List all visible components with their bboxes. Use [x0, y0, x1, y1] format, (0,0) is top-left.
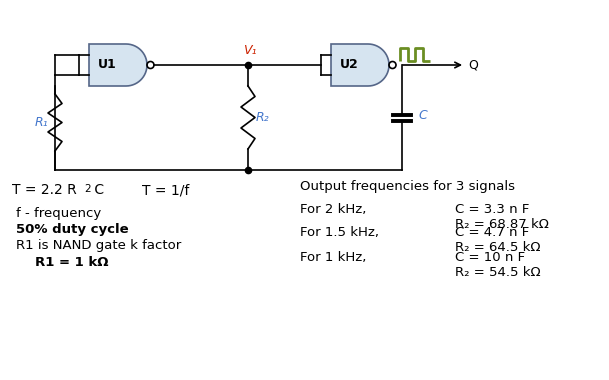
Text: R₂ = 54.5 kΩ: R₂ = 54.5 kΩ [455, 266, 541, 279]
Text: U2: U2 [340, 59, 359, 71]
Text: T = 2.2 R: T = 2.2 R [12, 183, 77, 197]
Text: T = 1/f: T = 1/f [142, 183, 189, 197]
Text: For 1.5 kHz,: For 1.5 kHz, [300, 226, 379, 239]
Text: R1 = 1 kΩ: R1 = 1 kΩ [35, 256, 109, 269]
Text: For 1 kHz,: For 1 kHz, [300, 251, 367, 264]
Text: U1: U1 [98, 59, 117, 71]
PathPatch shape [331, 44, 389, 86]
Text: R₂ = 64.5 kΩ: R₂ = 64.5 kΩ [455, 241, 541, 254]
Text: R₁: R₁ [34, 116, 48, 129]
Text: R1 is NAND gate k factor: R1 is NAND gate k factor [16, 239, 181, 252]
Text: For 2 kHz,: For 2 kHz, [300, 203, 367, 216]
Text: f - frequency: f - frequency [16, 207, 101, 220]
PathPatch shape [89, 44, 147, 86]
Text: V₁: V₁ [243, 44, 257, 57]
Text: C = 4.7 n F: C = 4.7 n F [455, 226, 529, 239]
Text: C = 3.3 n F: C = 3.3 n F [455, 203, 529, 216]
Text: R₂ = 68.87 kΩ: R₂ = 68.87 kΩ [455, 218, 549, 231]
Text: C: C [90, 183, 104, 197]
Text: 50% duty cycle: 50% duty cycle [16, 223, 128, 236]
Text: C = 10 n F: C = 10 n F [455, 251, 525, 264]
Text: C: C [418, 109, 427, 122]
Text: Output frequencies for 3 signals: Output frequencies for 3 signals [300, 180, 515, 193]
Text: 2: 2 [84, 184, 91, 194]
Text: Q: Q [468, 59, 478, 71]
Text: R₂: R₂ [255, 111, 269, 124]
